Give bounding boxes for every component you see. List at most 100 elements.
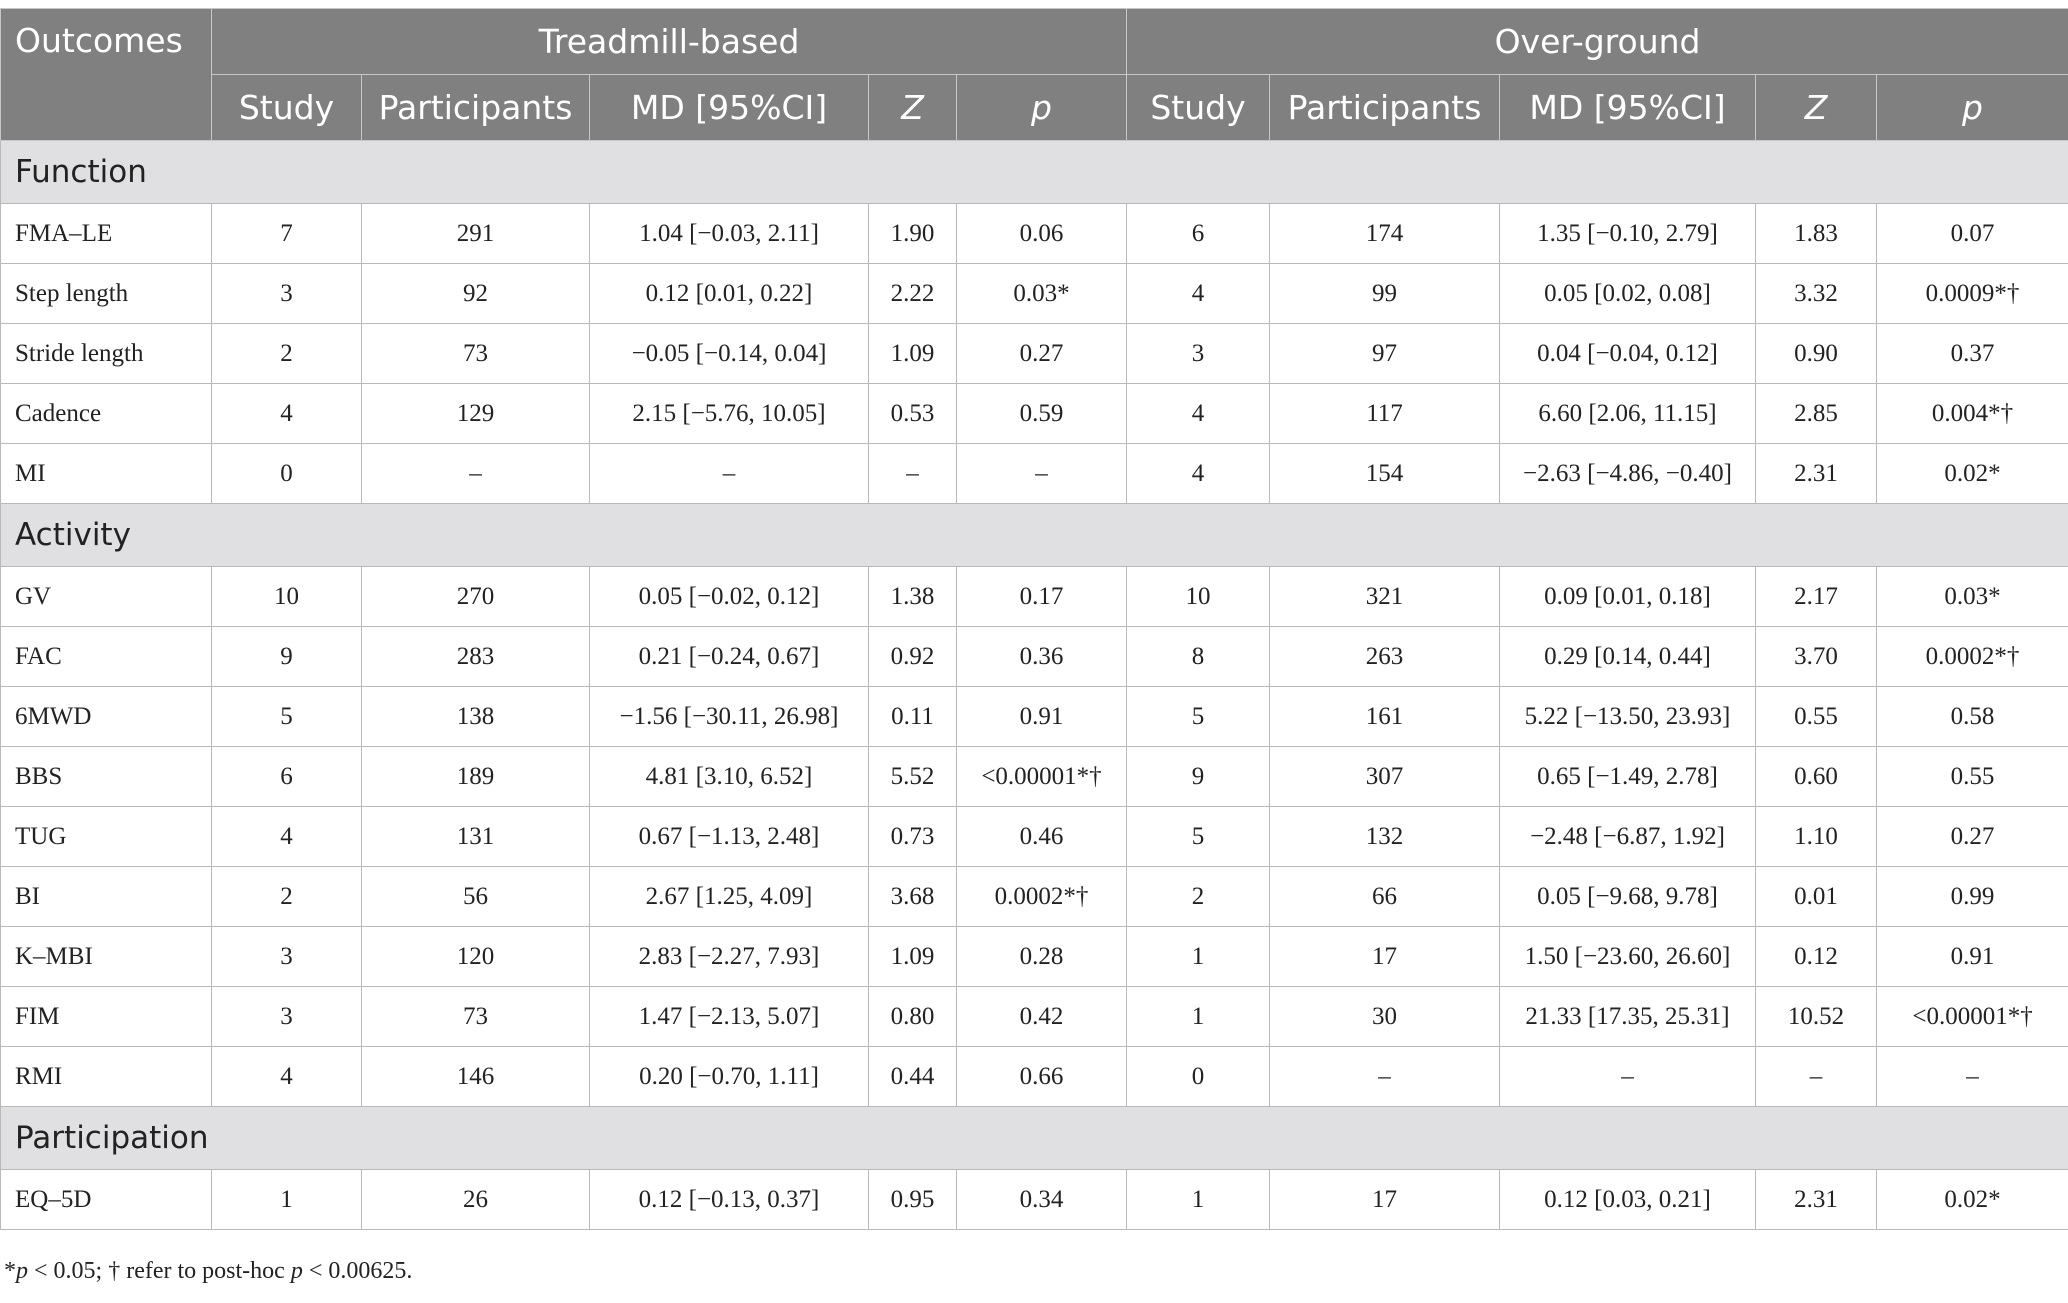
overground-study-cell: 0: [1126, 1046, 1270, 1107]
outcome-label: GV: [0, 566, 212, 627]
treadmill-study-cell: 1: [211, 1169, 362, 1230]
results-table-container: Outcomes Treadmill-based Over-ground Stu…: [0, 8, 2068, 1230]
overground-md-ci-cell: −2.48 [−6.87, 1.92]: [1499, 806, 1756, 867]
table-row: RMI 4 146 0.20 [−0.70, 1.11] 0.44 0.66 0– – – –: [0, 1046, 2068, 1107]
treadmill-p-cell: 0.28: [956, 926, 1127, 987]
treadmill-z-cell: 0.53: [868, 383, 957, 444]
table-row: FMA–LE 7 291 1.04 [−0.03, 2.11] 1.90 0.06 6 174…: [0, 203, 2068, 264]
section-title: Participation: [0, 1106, 2068, 1170]
footnote-p-symbol-2: p: [290, 1258, 303, 1284]
section-row: Activity: [0, 503, 2068, 567]
treadmill-p-cell: 0.42: [956, 986, 1127, 1047]
outcome-label: Step length: [0, 263, 212, 324]
overground-z-cell: 2.31: [1755, 1169, 1877, 1230]
overground-p-cell: 0.55: [1875, 746, 2068, 807]
treadmill-study-cell: 4: [211, 1046, 362, 1107]
overground-p-cell: 0.02*: [1875, 443, 2068, 504]
treadmill-participants-cell: 26: [361, 1169, 590, 1230]
overground-p-header: p: [1875, 74, 2068, 141]
overground-participants-header: Participants: [1269, 74, 1500, 141]
outcome-label: BBS: [0, 746, 212, 807]
treadmill-p-cell: 0.06: [956, 203, 1127, 264]
treadmill-p-cell: 0.17: [956, 566, 1127, 627]
table-row: 6MWD 5 138 −1.56 [−30.11, 26.98] 0.11 0.91 5 16…: [0, 686, 2068, 747]
overground-md-ci-cell: 0.05 [−9.68, 9.78]: [1499, 866, 1756, 927]
overground-study-cell: 4: [1126, 383, 1270, 444]
treadmill-md-ci-cell: 4.81 [3.10, 6.52]: [589, 746, 869, 807]
overground-p-cell: 0.58: [1875, 686, 2068, 747]
overground-md-ci-cell: 0.05 [0.02, 0.08]: [1499, 263, 1756, 324]
treadmill-p-cell: 0.46: [956, 806, 1127, 867]
treadmill-z-cell: 0.73: [868, 806, 957, 867]
treadmill-p-header: p: [956, 74, 1127, 141]
overground-z-cell: 2.85: [1755, 383, 1877, 444]
overground-z-cell: 0.90: [1755, 323, 1877, 384]
overground-md-ci-cell: 0.65 [−1.49, 2.78]: [1499, 746, 1756, 807]
overground-participants-cell: 17: [1269, 926, 1500, 987]
overground-p-cell: 0.03*: [1875, 566, 2068, 627]
section-title: Activity: [0, 503, 2068, 567]
treadmill-md-ci-cell: 0.05 [−0.02, 0.12]: [589, 566, 869, 627]
overground-z-cell: 1.10: [1755, 806, 1877, 867]
footnote-text-mid: < 0.05; † refer to post-hoc: [28, 1258, 291, 1284]
overground-p-cell: 0.004*†: [1875, 383, 2068, 444]
table-body: Function FMA–LE 7 291 1.04 [−0.03, 2.11] 1.90…: [0, 140, 2068, 1230]
treadmill-md-ci-cell: –: [589, 443, 869, 504]
overground-participants-cell: 154: [1269, 443, 1500, 504]
treadmill-z-cell: 0.44: [868, 1046, 957, 1107]
overground-md-header: MD [95%CI]: [1499, 74, 1756, 141]
overground-z-cell: 3.70: [1755, 626, 1877, 687]
treadmill-p-cell: 0.59: [956, 383, 1127, 444]
treadmill-z-cell: 0.92: [868, 626, 957, 687]
treadmill-study-cell: 6: [211, 746, 362, 807]
treadmill-study-cell: 4: [211, 383, 362, 444]
treadmill-participants-cell: 56: [361, 866, 590, 927]
treadmill-z-cell: 1.09: [868, 323, 957, 384]
treadmill-participants-cell: 131: [361, 806, 590, 867]
treadmill-study-cell: 2: [211, 323, 362, 384]
treadmill-md-ci-cell: 0.20 [−0.70, 1.11]: [589, 1046, 869, 1107]
treadmill-z-cell: 3.68: [868, 866, 957, 927]
treadmill-group-header: Treadmill-based: [211, 8, 1127, 75]
footnote-p-symbol: p: [16, 1258, 28, 1284]
treadmill-p-cell: 0.66: [956, 1046, 1127, 1107]
treadmill-md-ci-cell: 1.04 [−0.03, 2.11]: [589, 203, 869, 264]
treadmill-z-cell: 1.09: [868, 926, 957, 987]
overground-study-cell: 6: [1126, 203, 1270, 264]
treadmill-study-cell: 3: [211, 926, 362, 987]
overground-p-cell: 0.0009*†: [1875, 263, 2068, 324]
overground-p-cell: 0.07: [1875, 203, 2068, 264]
overground-md-ci-cell: 1.35 [−0.10, 2.79]: [1499, 203, 1756, 264]
treadmill-participants-cell: 73: [361, 323, 590, 384]
overground-study-cell: 8: [1126, 626, 1270, 687]
section-title: Function: [0, 140, 2068, 204]
overground-z-cell: 0.55: [1755, 686, 1877, 747]
treadmill-z-cell: –: [868, 443, 957, 504]
overground-participants-cell: –: [1269, 1046, 1500, 1107]
treadmill-participants-cell: 283: [361, 626, 590, 687]
overground-study-cell: 2: [1126, 866, 1270, 927]
overground-p-cell: 0.27: [1875, 806, 2068, 867]
footnote-asterisk: *: [4, 1258, 16, 1284]
treadmill-md-ci-cell: 0.67 [−1.13, 2.48]: [589, 806, 869, 867]
table-row: BBS 6 189 4.81 [3.10, 6.52] 5.52 <0.00001*† 9 3…: [0, 746, 2068, 807]
outcome-label: RMI: [0, 1046, 212, 1107]
outcome-label: BI: [0, 866, 212, 927]
treadmill-p-cell: 0.36: [956, 626, 1127, 687]
treadmill-p-cell: 0.03*: [956, 263, 1127, 324]
overground-participants-cell: 321: [1269, 566, 1500, 627]
treadmill-md-ci-cell: 2.67 [1.25, 4.09]: [589, 866, 869, 927]
overground-participants-cell: 17: [1269, 1169, 1500, 1230]
outcome-label: FAC: [0, 626, 212, 687]
overground-study-cell: 1: [1126, 1169, 1270, 1230]
treadmill-study-header: Study: [211, 74, 362, 141]
overground-p-cell: 0.99: [1875, 866, 2068, 927]
table-row: FIM 3 73 1.47 [−2.13, 5.07] 0.80 0.42 1 30 21.33…: [0, 986, 2068, 1047]
treadmill-md-header: MD [95%CI]: [589, 74, 869, 141]
treadmill-study-cell: 3: [211, 986, 362, 1047]
overground-participants-cell: 161: [1269, 686, 1500, 747]
section-row: Function: [0, 140, 2068, 204]
outcome-label: 6MWD: [0, 686, 212, 747]
overground-md-ci-cell: 0.12 [0.03, 0.21]: [1499, 1169, 1756, 1230]
footnote-text-end: < 0.00625.: [302, 1258, 413, 1284]
